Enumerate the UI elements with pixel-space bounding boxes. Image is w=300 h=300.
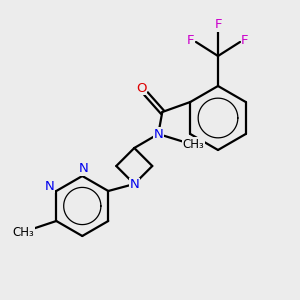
Text: N: N [129, 178, 139, 191]
Text: N: N [153, 128, 163, 140]
Text: F: F [241, 34, 249, 47]
Text: O: O [136, 82, 146, 94]
Text: F: F [214, 19, 222, 32]
Text: CH₃: CH₃ [12, 226, 34, 239]
Text: N: N [78, 163, 88, 176]
Text: N: N [44, 179, 54, 193]
Text: CH₃: CH₃ [182, 137, 204, 151]
Text: F: F [187, 34, 195, 47]
